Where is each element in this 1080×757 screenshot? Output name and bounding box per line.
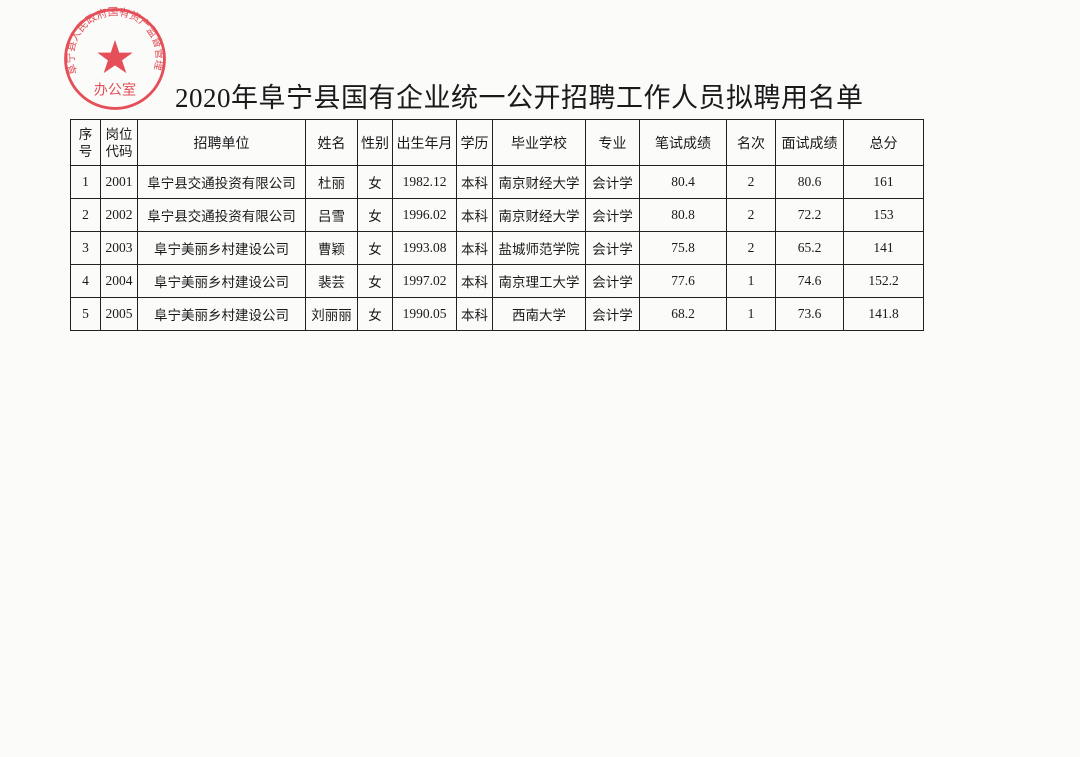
cell-seq: 1: [70, 165, 101, 199]
header-birth: 出生年月: [392, 119, 457, 166]
cell-birth: 1982.12: [392, 165, 457, 199]
cell-interview-score: 80.6: [775, 165, 844, 199]
cell-post-code: 2005: [100, 297, 138, 331]
cell-school: 盐城师范学院: [492, 231, 586, 265]
cell-name: 裴芸: [305, 264, 358, 298]
header-name: 姓名: [305, 119, 358, 166]
cell-gender: 女: [357, 165, 393, 199]
cell-major: 会计学: [585, 231, 640, 265]
cell-rank: 2: [726, 231, 776, 265]
cell-education: 本科: [456, 231, 493, 265]
cell-written-score: 77.6: [639, 264, 727, 298]
cell-rank: 1: [726, 297, 776, 331]
seal-bottom-text: 办公室: [94, 81, 136, 98]
cell-seq: 4: [70, 264, 101, 298]
cell-employer: 阜宁美丽乡村建设公司: [137, 231, 306, 265]
cell-written-score: 80.4: [639, 165, 727, 199]
cell-employer: 阜宁县交通投资有限公司: [137, 165, 306, 199]
cell-post-code: 2003: [100, 231, 138, 265]
table-header-row: 序号岗位 代码 招聘单位 姓名 性别 出生年月 学历 毕业学校 专业 笔试成绩 名次 面试成绩 总分: [70, 119, 924, 166]
table-row: 3 2003 阜宁美丽乡村建设公司 曹颖女 1993.08 本科 盐城师范学院 会计学 75.8…: [70, 231, 924, 265]
cell-school: 西南大学: [492, 297, 586, 331]
cell-name: 吕雪: [305, 198, 358, 232]
cell-school: 南京理工大学: [492, 264, 586, 298]
header-rank: 名次: [726, 119, 776, 166]
header-employer: 招聘单位: [137, 119, 306, 166]
svg-text:阜宁县人民政府国有资产监督管理: 阜宁县人民政府国有资产监督管理: [64, 6, 166, 76]
header-total: 总分: [843, 119, 924, 166]
cell-gender: 女: [357, 297, 393, 331]
cell-birth: 1990.05: [392, 297, 457, 331]
header-school: 毕业学校: [492, 119, 586, 166]
cell-education: 本科: [456, 264, 493, 298]
cell-written-score: 80.8: [639, 198, 727, 232]
header-written-score: 笔试成绩: [639, 119, 727, 166]
cell-major: 会计学: [585, 297, 640, 331]
header-major: 专业: [585, 119, 640, 166]
header-seq: 序号: [70, 119, 101, 166]
table-row: 5 2005 阜宁美丽乡村建设公司 刘丽丽女 1990.05 本科 西南大学 会计学 68.2 1…: [70, 297, 924, 331]
cell-total: 152.2: [843, 264, 924, 298]
cell-gender: 女: [357, 198, 393, 232]
cell-name: 刘丽丽: [305, 297, 358, 331]
hiring-list-table: 序号岗位 代码 招聘单位 姓名 性别 出生年月 学历 毕业学校 专业 笔试成绩 名次 面试成绩 总分 1…: [70, 119, 924, 331]
cell-school: 南京财经大学: [492, 165, 586, 199]
cell-education: 本科: [456, 198, 493, 232]
cell-post-code: 2002: [100, 198, 138, 232]
cell-seq: 2: [70, 198, 101, 232]
cell-total: 141.8: [843, 297, 924, 331]
cell-major: 会计学: [585, 198, 640, 232]
cell-rank: 2: [726, 165, 776, 199]
cell-employer: 阜宁美丽乡村建设公司: [137, 297, 306, 331]
cell-post-code: 2004: [100, 264, 138, 298]
document-title: 2020年阜宁县国有企业统一公开招聘工作人员拟聘用名单: [175, 83, 864, 113]
cell-seq: 3: [70, 231, 101, 265]
cell-rank: 2: [726, 198, 776, 232]
cell-education: 本科: [456, 165, 493, 199]
seal-text: 阜宁县人民政府国有资产监督管理: [64, 6, 166, 76]
cell-written-score: 75.8: [639, 231, 727, 265]
cell-education: 本科: [456, 297, 493, 331]
cell-gender: 女: [357, 231, 393, 265]
cell-school: 南京财经大学: [492, 198, 586, 232]
cell-interview-score: 72.2: [775, 198, 844, 232]
cell-total: 161: [843, 165, 924, 199]
cell-total: 153: [843, 198, 924, 232]
cell-major: 会计学: [585, 165, 640, 199]
header-education: 学历: [456, 119, 493, 166]
header-post-code: 岗位 代码: [100, 119, 138, 166]
official-seal: 阜宁县人民政府国有资产监督管理 办公室: [64, 6, 166, 110]
table-row: 1 2001 阜宁县交通投资有限公司 杜丽女 1982.12 本科 南京财经大学 会计学 80.…: [70, 165, 924, 199]
cell-birth: 1993.08: [392, 231, 457, 265]
cell-name: 杜丽: [305, 165, 358, 199]
cell-employer: 阜宁县交通投资有限公司: [137, 198, 306, 232]
header-gender: 性别: [357, 119, 393, 166]
header-interview-score: 面试成绩: [775, 119, 844, 166]
table-row: 2 2002 阜宁县交通投资有限公司 吕雪女 1996.02 本科 南京财经大学 会计学 80.…: [70, 198, 924, 232]
cell-name: 曹颖: [305, 231, 358, 265]
cell-birth: 1996.02: [392, 198, 457, 232]
cell-major: 会计学: [585, 264, 640, 298]
cell-birth: 1997.02: [392, 264, 457, 298]
cell-gender: 女: [357, 264, 393, 298]
cell-interview-score: 74.6: [775, 264, 844, 298]
table-row: 4 2004 阜宁美丽乡村建设公司 裴芸女 1997.02 本科 南京理工大学 会计学 77.6…: [70, 264, 924, 298]
cell-rank: 1: [726, 264, 776, 298]
cell-post-code: 2001: [100, 165, 138, 199]
cell-employer: 阜宁美丽乡村建设公司: [137, 264, 306, 298]
cell-written-score: 68.2: [639, 297, 727, 331]
cell-interview-score: 73.6: [775, 297, 844, 331]
cell-interview-score: 65.2: [775, 231, 844, 265]
cell-total: 141: [843, 231, 924, 265]
cell-seq: 5: [70, 297, 101, 331]
